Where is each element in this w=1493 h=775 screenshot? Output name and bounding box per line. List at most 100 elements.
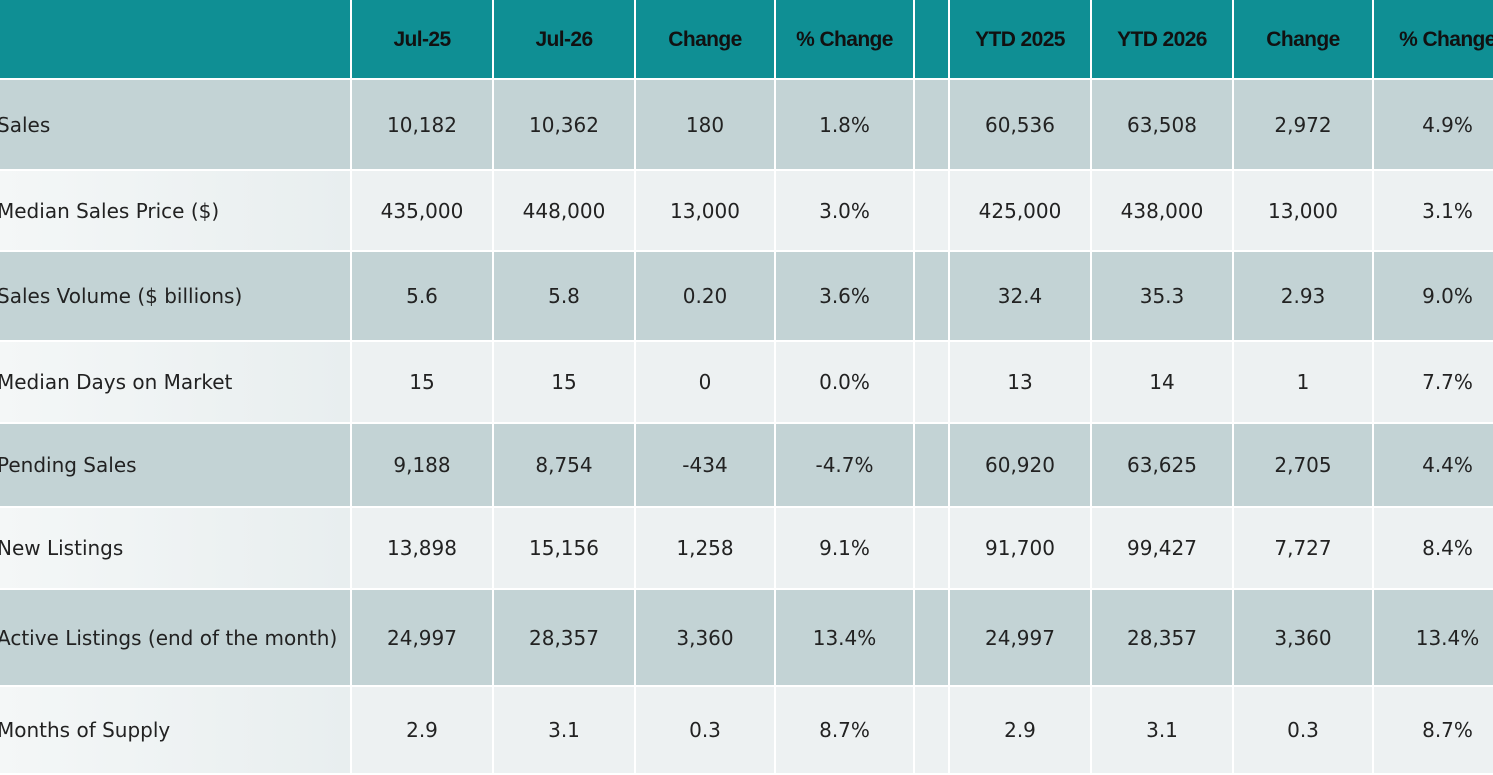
cell-ytd2026: 438,000 [1090,169,1234,252]
header-ytd2026: YTD 2026 [1090,0,1234,80]
row-label: Median Days on Market [0,340,352,424]
cell-jul25: 15 [350,340,494,424]
cell-jul25: 10,182 [350,78,494,171]
cell-change: 0.3 [634,685,776,775]
header-row: Jul-25 Jul-26 Change % Change YTD 2025 Y… [0,0,1493,80]
cell-pct-change: -4.7% [774,422,915,508]
cell-ytd2025: 32.4 [948,250,1092,342]
cell-change: 0.20 [634,250,776,342]
cell-change: 0 [634,340,776,424]
row-label: Sales Volume ($ billions) [0,250,352,342]
cell-jul26: 10,362 [492,78,636,171]
cell-change: -434 [634,422,776,508]
cell-ytd-pct-change: 8.7% [1372,685,1493,775]
table-row: Median Days on Market 15 15 0 0.0% 13 14… [0,340,1493,424]
cell-jul26: 15 [492,340,636,424]
row-label-text: Months of Supply [0,718,171,742]
cell-jul25: 435,000 [350,169,494,252]
cell-gap [913,685,950,775]
cell-gap [913,422,950,508]
cell-ytd-change: 1 [1232,340,1374,424]
header-pct-change: % Change [774,0,915,80]
header-change: Change [634,0,776,80]
row-label: Sales [0,78,352,171]
header-blank [0,0,352,80]
cell-change: 3,360 [634,588,776,687]
cell-jul25: 13,898 [350,506,494,590]
cell-ytd2026: 63,625 [1090,422,1234,508]
table-row: Sales 10,182 10,362 180 1.8% 60,536 63,5… [0,78,1493,171]
cell-jul26: 15,156 [492,506,636,590]
row-label: Pending Sales [0,422,352,508]
table-row: Active Listings (end of the month) 24,99… [0,588,1493,687]
row-label: Months of Supply [0,685,352,775]
table-row: New Listings 13,898 15,156 1,258 9.1% 91… [0,506,1493,590]
cell-ytd2025: 91,700 [948,506,1092,590]
cell-ytd2026: 28,357 [1090,588,1234,687]
cell-jul26: 8,754 [492,422,636,508]
row-label-text: Sales Volume ($ billions) [0,284,243,308]
cell-ytd-pct-change: 9.0% [1372,250,1493,342]
cell-ytd-change: 7,727 [1232,506,1374,590]
cell-ytd-pct-change: 3.1% [1372,169,1493,252]
cell-ytd-pct-change: 7.7% [1372,340,1493,424]
cell-jul25: 9,188 [350,422,494,508]
cell-pct-change: 1.8% [774,78,915,171]
row-label-text: Median Sales Price ($) [0,198,220,223]
header-jul25: Jul-25 [350,0,494,80]
cell-ytd-pct-change: 4.4% [1372,422,1493,508]
cell-ytd-change: 2,705 [1232,422,1374,508]
cell-pct-change: 3.0% [774,169,915,252]
cell-pct-change: 0.0% [774,340,915,424]
cell-jul26: 448,000 [492,169,636,252]
cell-change: 13,000 [634,169,776,252]
cell-ytd-pct-change: 4.9% [1372,78,1493,171]
cell-gap [913,78,950,171]
header-ytd-change: Change [1232,0,1374,80]
cell-ytd2025: 60,920 [948,422,1092,508]
cell-ytd2025: 60,536 [948,78,1092,171]
cell-gap [913,506,950,590]
cell-ytd-pct-change: 13.4% [1372,588,1493,687]
cell-change: 180 [634,78,776,171]
table-row: Sales Volume ($ billions) 5.6 5.8 0.20 3… [0,250,1493,342]
cell-pct-change: 13.4% [774,588,915,687]
cell-ytd-change: 0.3 [1232,685,1374,775]
cell-ytd2026: 14 [1090,340,1234,424]
row-label-text: Sales [0,112,51,137]
cell-gap [913,169,950,252]
cell-ytd-change: 13,000 [1232,169,1374,252]
cell-pct-change: 8.7% [774,685,915,775]
cell-ytd-change: 3,360 [1232,588,1374,687]
cell-jul26: 5.8 [492,250,636,342]
row-label-text: Median Days on Market [0,370,233,394]
cell-change: 1,258 [634,506,776,590]
cell-ytd2025: 425,000 [948,169,1092,252]
header-ytd2025: YTD 2025 [948,0,1092,80]
table-row: Median Sales Price ($) 435,000 448,000 1… [0,169,1493,252]
cell-pct-change: 9.1% [774,506,915,590]
cell-ytd-change: 2.93 [1232,250,1374,342]
row-label-text: Pending Sales [0,453,137,477]
cell-ytd2026: 63,508 [1090,78,1234,171]
header-gap [913,0,950,80]
row-label: Active Listings (end of the month) [0,588,352,687]
header-ytd-pct-change: % Change [1372,0,1493,80]
cell-ytd2026: 99,427 [1090,506,1234,590]
cell-gap [913,340,950,424]
row-label-text: New Listings [0,536,124,560]
row-label: New Listings [0,506,352,590]
cell-pct-change: 3.6% [774,250,915,342]
cell-ytd-pct-change: 8.4% [1372,506,1493,590]
cell-ytd2025: 24,997 [948,588,1092,687]
cell-ytd2026: 3.1 [1090,685,1234,775]
cell-jul25: 5.6 [350,250,494,342]
header-jul26: Jul-26 [492,0,636,80]
cell-jul26: 3.1 [492,685,636,775]
cell-jul25: 2.9 [350,685,494,775]
cell-jul26: 28,357 [492,588,636,687]
table-row: Months of Supply 2.9 3.1 0.3 8.7% 2.9 3.… [0,685,1493,775]
table-row: Pending Sales 9,188 8,754 -434 -4.7% 60,… [0,422,1493,508]
cell-gap [913,250,950,342]
